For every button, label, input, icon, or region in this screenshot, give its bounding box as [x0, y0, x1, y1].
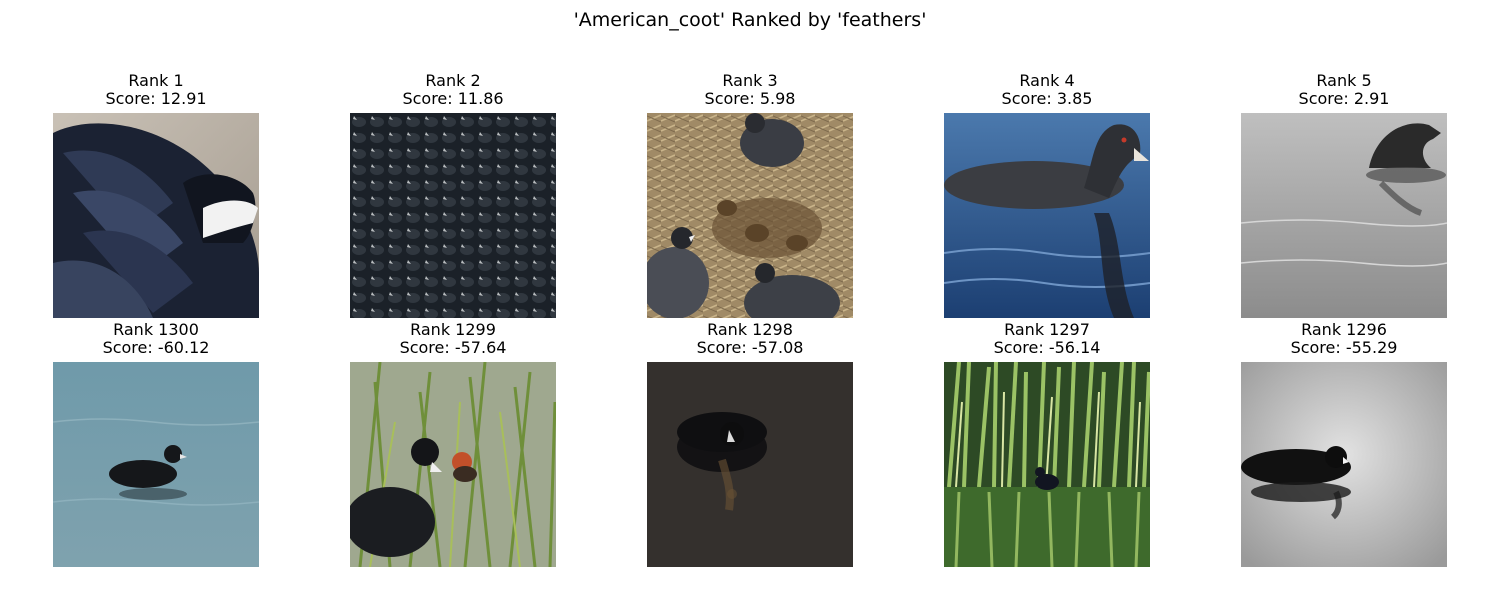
coot-flock-icon	[350, 113, 556, 318]
panel-score-label: Score: -60.12	[102, 338, 210, 357]
panel-rank-label: Rank 1299	[410, 320, 496, 339]
panel-rank-label: Rank 1300	[113, 320, 199, 339]
panel-score-label: Score: -57.08	[696, 338, 804, 357]
panel-rank-1299: Rank 1299 Score: -57.64	[350, 321, 556, 567]
coots-on-nest-icon	[647, 113, 853, 318]
panel-rank-2: Rank 2 Score: 11.86	[350, 72, 556, 318]
panel-score-label: Score: -56.14	[993, 338, 1101, 357]
panel-rank-label: Rank 4	[1019, 71, 1075, 90]
coot-with-chick-reeds-icon	[350, 362, 556, 567]
panel-rank-1300: Rank 1300 Score: -60.12	[53, 321, 259, 567]
panel-rank-4: Rank 4 Score: 3.85	[944, 72, 1150, 318]
panel-score-label: Score: -57.64	[399, 338, 507, 357]
panel-rank-1: Rank 1 Score: 12.91	[53, 72, 259, 318]
panel-rank-3: Rank 3 Score: 5.98	[647, 72, 853, 318]
coot-by-reeds-icon	[944, 362, 1150, 567]
coot-distant-water-icon	[53, 362, 259, 567]
panel-rank-5: Rank 5 Score: 2.91	[1241, 72, 1447, 318]
panel-rank-label: Rank 3	[722, 71, 778, 90]
panel-score-label: Score: -55.29	[1290, 338, 1398, 357]
coot-closeup-feathers-icon	[53, 113, 259, 318]
panel-rank-1298: Rank 1298 Score: -57.08	[647, 321, 853, 567]
panel-rank-label: Rank 5	[1316, 71, 1372, 90]
panel-score-label: Score: 2.91	[1298, 89, 1390, 108]
panel-score-label: Score: 5.98	[704, 89, 796, 108]
panel-rank-label: Rank 1298	[707, 320, 793, 339]
panel-rank-1297: Rank 1297 Score: -56.14	[944, 321, 1150, 567]
coot-swimming-blue-icon	[944, 113, 1150, 318]
panel-rank-1296: Rank 1296 Score: -55.29	[1241, 321, 1447, 567]
coot-dark-water-icon	[647, 362, 853, 567]
panel-rank-label: Rank 2	[425, 71, 481, 90]
panel-rank-label: Rank 1297	[1004, 320, 1090, 339]
coot-monochrome-icon	[1241, 362, 1447, 567]
panel-score-label: Score: 12.91	[105, 89, 207, 108]
figure-title: 'American_coot' Ranked by 'feathers'	[573, 9, 927, 31]
panel-rank-label: Rank 1	[128, 71, 184, 90]
panel-rank-label: Rank 1296	[1301, 320, 1387, 339]
panel-score-label: Score: 3.85	[1001, 89, 1093, 108]
panel-score-label: Score: 11.86	[402, 89, 504, 108]
coot-diving-grey-icon	[1241, 113, 1447, 318]
